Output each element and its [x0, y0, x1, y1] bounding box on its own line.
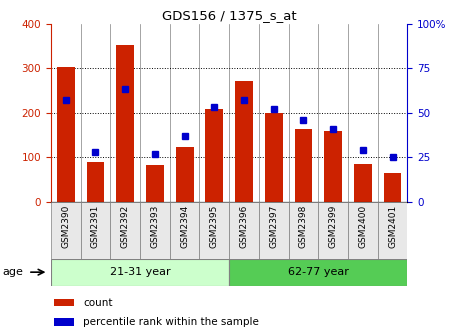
Bar [140, 202, 170, 259]
Text: GSM2398: GSM2398 [299, 204, 308, 248]
Bar [354, 164, 372, 202]
Bar [206, 109, 223, 202]
Text: GSM2394: GSM2394 [180, 204, 189, 248]
Text: GSM2390: GSM2390 [61, 204, 70, 248]
Text: 21-31 year: 21-31 year [110, 267, 170, 277]
Bar [229, 202, 259, 259]
Bar [348, 202, 378, 259]
Bar [324, 131, 342, 202]
Text: GSM2396: GSM2396 [239, 204, 249, 248]
Bar [57, 67, 75, 202]
Bar [288, 202, 319, 259]
Text: GSM2395: GSM2395 [210, 204, 219, 248]
Bar [378, 202, 407, 259]
Bar [229, 259, 407, 286]
Bar [51, 202, 81, 259]
Bar [200, 202, 229, 259]
Bar [110, 202, 140, 259]
Bar [55, 299, 74, 306]
Bar [294, 129, 313, 202]
Text: GSM2399: GSM2399 [329, 204, 338, 248]
Title: GDS156 / 1375_s_at: GDS156 / 1375_s_at [162, 9, 296, 23]
Text: GSM2400: GSM2400 [358, 204, 367, 248]
Bar [176, 147, 194, 202]
Text: GSM2397: GSM2397 [269, 204, 278, 248]
Bar [170, 202, 200, 259]
Text: GSM2401: GSM2401 [388, 204, 397, 248]
Bar [87, 162, 104, 202]
Bar [55, 318, 74, 326]
Text: count: count [83, 297, 113, 307]
Text: GSM2392: GSM2392 [121, 204, 130, 248]
Bar [146, 165, 164, 202]
Bar [384, 173, 401, 202]
Text: age: age [3, 267, 24, 277]
Text: GSM2391: GSM2391 [91, 204, 100, 248]
Text: percentile rank within the sample: percentile rank within the sample [83, 317, 259, 327]
Text: 62-77 year: 62-77 year [288, 267, 349, 277]
Bar [235, 81, 253, 202]
Bar [81, 202, 110, 259]
Bar [319, 202, 348, 259]
Text: GSM2393: GSM2393 [150, 204, 159, 248]
Bar [259, 202, 288, 259]
Bar [265, 113, 282, 202]
Bar [51, 259, 229, 286]
Bar [116, 45, 134, 202]
